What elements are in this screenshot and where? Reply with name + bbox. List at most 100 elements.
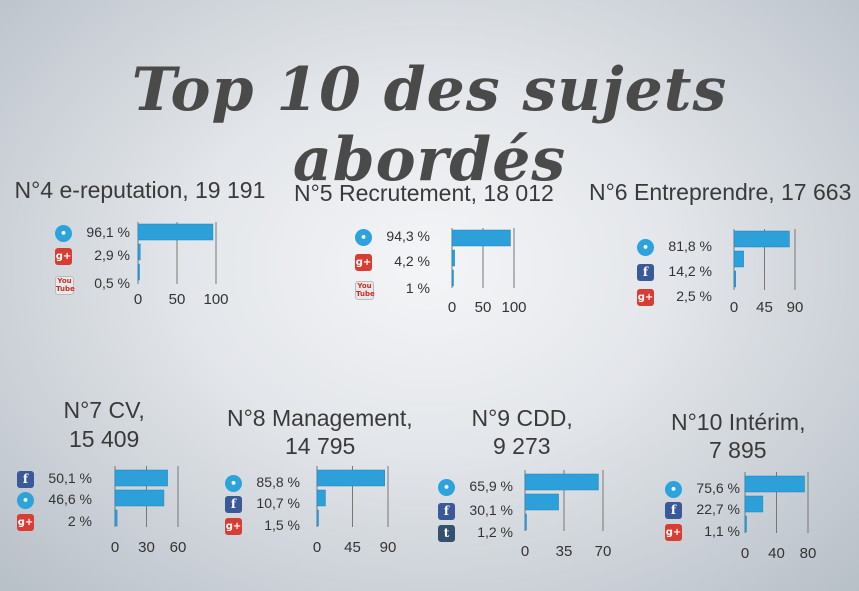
youtube-icon: You Tube — [55, 276, 75, 295]
x-tick-label: 0 — [521, 543, 529, 560]
value-label: 46,6 % — [48, 491, 92, 507]
bar — [744, 475, 805, 493]
chart-title: 15 409 — [69, 426, 140, 452]
google-plus-icon: g+ — [55, 248, 72, 265]
bar — [744, 495, 764, 513]
x-tick-label: 60 — [170, 539, 187, 556]
page-title: Top 10 des sujets abordés — [131, 55, 728, 195]
chart-title: N°6 Entreprendre, 17 663 — [589, 179, 852, 205]
bar — [114, 489, 165, 507]
bar — [451, 269, 454, 287]
bar — [137, 263, 140, 281]
x-tick-label: 45 — [756, 299, 773, 316]
bar-chart: 0 45 90 — [313, 466, 396, 556]
bar — [137, 243, 141, 261]
x-tick-label: 35 — [556, 543, 573, 560]
x-tick-label: 100 — [501, 299, 526, 316]
value-label: 65,9 % — [469, 478, 513, 494]
value-label: 85,8 % — [256, 474, 300, 490]
x-tick-label: 0 — [111, 539, 119, 556]
chart-title: 7 895 — [709, 437, 767, 463]
x-tick-label: 45 — [344, 539, 361, 556]
facebook-icon: f — [17, 471, 34, 488]
facebook-icon: f — [665, 502, 682, 519]
google-plus-icon: g+ — [355, 254, 372, 271]
bar — [316, 489, 326, 507]
value-label: 10,7 % — [256, 495, 300, 511]
google-plus-icon: g+ — [225, 518, 242, 535]
twitter-icon: • — [438, 479, 455, 496]
x-tick-label: 0 — [448, 299, 456, 316]
bar-chart: 0 35 70 — [521, 470, 611, 560]
bar-chart: 0 30 60 — [111, 466, 186, 556]
bar — [114, 509, 118, 527]
facebook-icon: f — [637, 264, 654, 281]
chart-title: 9 273 — [493, 433, 551, 459]
x-tick-label: 0 — [134, 291, 142, 308]
bar — [733, 250, 744, 268]
value-label: 75,6 % — [696, 480, 740, 496]
bar-chart: 0 40 80 — [741, 472, 816, 562]
value-label: 2,5 % — [676, 288, 712, 304]
bar — [316, 509, 319, 527]
x-tick-label: 80 — [800, 545, 817, 562]
bar — [451, 229, 511, 247]
value-label: 22,7 % — [696, 501, 740, 517]
chart-title: N°10 Intérim, — [671, 409, 806, 435]
bar — [524, 473, 599, 491]
value-label: 96,1 % — [86, 224, 130, 240]
bar-chart: 0 50 100 — [134, 222, 229, 308]
youtube-icon: You Tube — [355, 281, 375, 300]
tumblr-icon: t — [438, 525, 455, 542]
bar — [744, 515, 747, 533]
x-tick-label: 50 — [475, 299, 492, 316]
value-label: 14,2 % — [668, 263, 712, 279]
value-label: 4,2 % — [394, 253, 430, 269]
twitter-icon: • — [637, 239, 654, 256]
twitter-icon: • — [225, 475, 242, 492]
x-tick-label: 0 — [730, 299, 738, 316]
x-tick-label: 50 — [169, 291, 186, 308]
bar-chart: 0 45 90 — [730, 229, 803, 316]
bar — [137, 223, 214, 241]
value-label: 2 % — [67, 513, 92, 529]
value-label: 94,3 % — [386, 228, 430, 244]
twitter-icon: • — [355, 229, 372, 246]
chart-title: N°9 CDD, — [471, 405, 573, 431]
chart-title: 14 795 — [285, 433, 356, 459]
bar-chart: 0 50 100 — [448, 228, 527, 316]
x-tick-label: 100 — [203, 291, 228, 308]
bar — [733, 270, 736, 288]
x-tick-label: 40 — [768, 545, 785, 562]
bar — [316, 469, 385, 487]
value-label: 30,1 % — [469, 502, 513, 518]
value-label: 1,5 % — [264, 517, 300, 533]
facebook-icon: f — [438, 503, 455, 520]
bar — [114, 469, 168, 487]
twitter-icon: • — [17, 492, 34, 509]
value-label: 81,8 % — [668, 238, 712, 254]
x-tick-label: 0 — [313, 539, 321, 556]
chart-title: N°4 e-reputation, 19 191 — [14, 177, 266, 203]
x-tick-label: 70 — [595, 543, 612, 560]
value-label: 50,1 % — [48, 470, 92, 486]
x-tick-label: 0 — [741, 545, 749, 562]
chart-title: N°8 Management, — [227, 405, 413, 431]
value-label: 0,5 % — [94, 275, 130, 291]
facebook-icon: f — [225, 496, 242, 513]
value-label: 1,1 % — [704, 523, 740, 539]
chart-title: N°5 Recrutement, 18 012 — [294, 180, 554, 206]
chart-title: N°7 CV, — [63, 397, 145, 423]
bar — [524, 513, 527, 531]
x-tick-label: 30 — [138, 539, 155, 556]
x-tick-label: 90 — [787, 299, 804, 316]
x-tick-label: 90 — [380, 539, 397, 556]
bar — [733, 230, 790, 248]
twitter-icon: • — [55, 225, 72, 242]
google-plus-icon: g+ — [637, 289, 654, 306]
bar — [451, 249, 455, 267]
google-plus-icon: g+ — [17, 514, 34, 531]
google-plus-icon: g+ — [665, 524, 682, 541]
value-label: 2,9 % — [94, 247, 130, 263]
bar — [524, 493, 559, 511]
